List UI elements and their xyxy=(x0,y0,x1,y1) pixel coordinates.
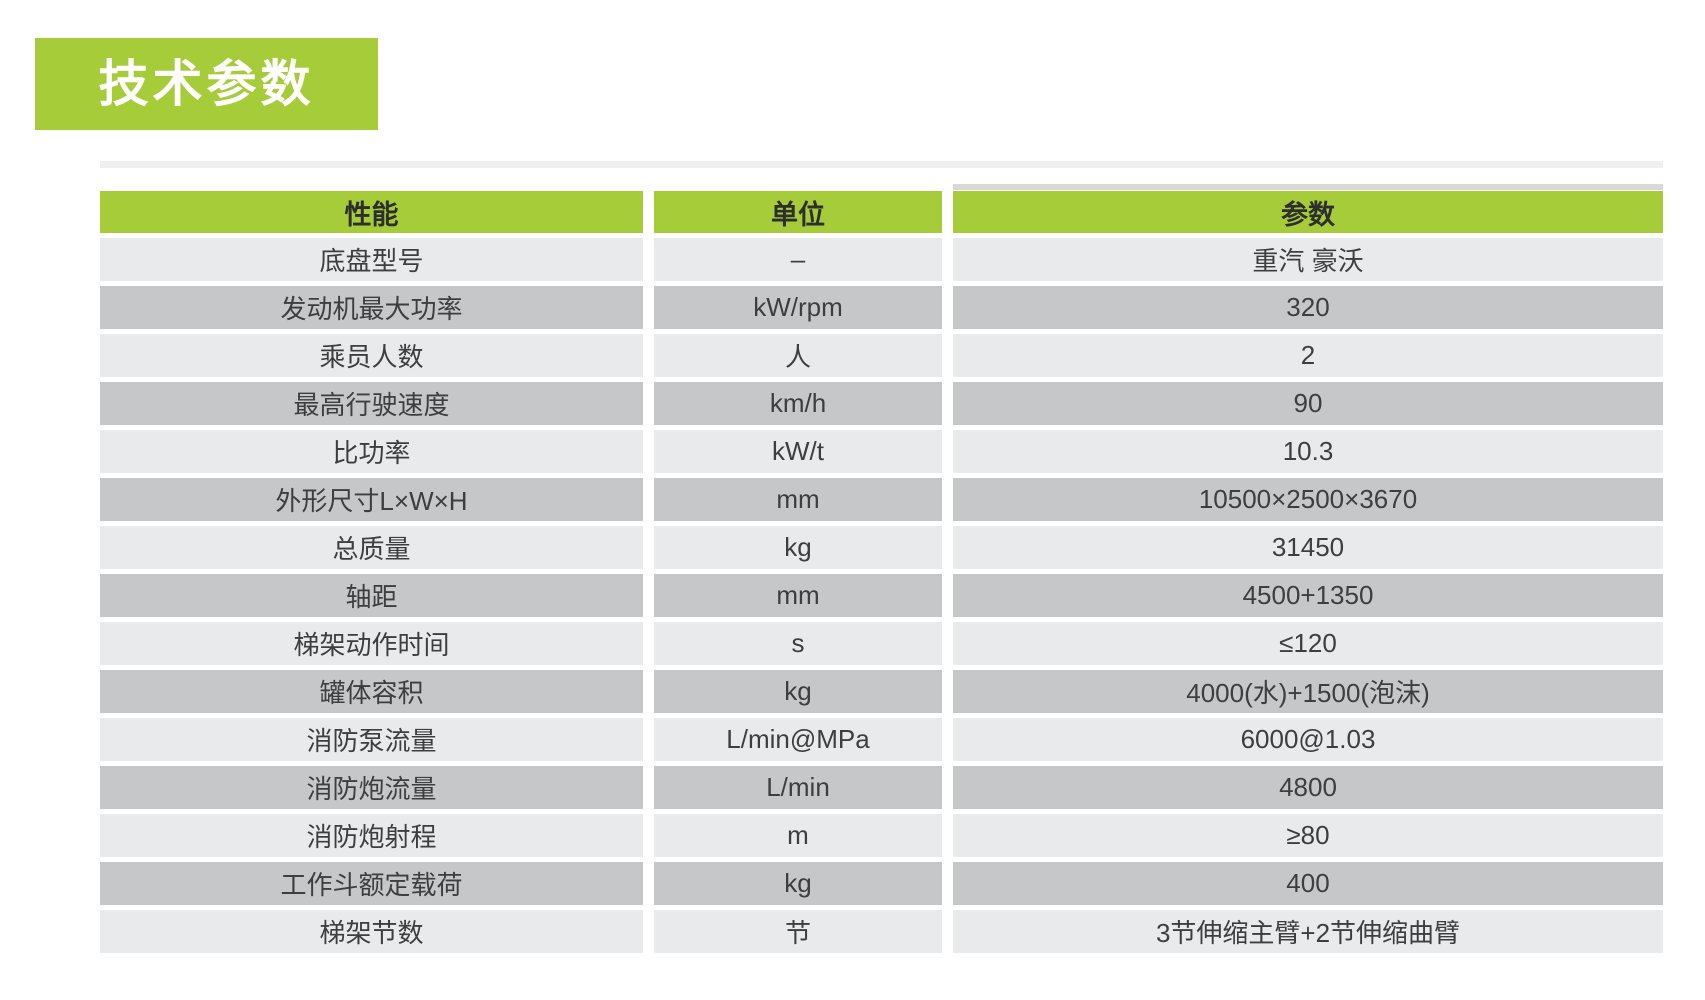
table-cell: kW/rpm xyxy=(654,286,942,329)
table-cell: 10500×2500×3670 xyxy=(953,478,1663,521)
table-cell: 人 xyxy=(654,334,942,377)
table-cell: L/min xyxy=(654,766,942,809)
table-header-parameter: 参数 xyxy=(953,191,1663,233)
table-cell: – xyxy=(654,238,942,281)
table-cell: 底盘型号 xyxy=(100,238,643,281)
table-cell: 比功率 xyxy=(100,430,643,473)
table-cell: 工作斗额定载荷 xyxy=(100,862,643,905)
table-cell: kg xyxy=(654,526,942,569)
table-cell: 最高行驶速度 xyxy=(100,382,643,425)
table-cell: 90 xyxy=(953,382,1663,425)
table-cell: 6000@1.03 xyxy=(953,718,1663,761)
decor-strip-col3 xyxy=(953,184,1663,190)
table-cell: 4800 xyxy=(953,766,1663,809)
section-title: 技术参数 xyxy=(98,56,315,112)
table-cell: 罐体容积 xyxy=(100,670,643,713)
table-cell: ≤120 xyxy=(953,622,1663,665)
spec-table: 性能 单位 参数 底盘型号 – 重汽 豪沃发动机最大功率 kW/rpm 320 乘员人数人… xyxy=(100,191,1663,953)
table-cell: 31450 xyxy=(953,526,1663,569)
table-cell: 发动机最大功率 xyxy=(100,286,643,329)
section-title-badge: 技术参数 xyxy=(35,38,378,130)
table-cell: 总质量 xyxy=(100,526,643,569)
table-cell: 400 xyxy=(953,862,1663,905)
table-cell: kW/t xyxy=(654,430,942,473)
table-cell: 消防泵流量 xyxy=(100,718,643,761)
table-cell: 梯架节数 xyxy=(100,910,643,953)
table-cell: mm xyxy=(654,574,942,617)
table-cell: s xyxy=(654,622,942,665)
table-cell: 消防炮流量 xyxy=(100,766,643,809)
table-cell: km/h xyxy=(654,382,942,425)
table-cell: 轴距 xyxy=(100,574,643,617)
table-cell: 外形尺寸L×W×H xyxy=(100,478,643,521)
table-cell: L/min@MPa xyxy=(654,718,942,761)
table-cell: 节 xyxy=(654,910,942,953)
table-cell: 4000(水)+1500(泡沫) xyxy=(953,670,1663,713)
table-cell: kg xyxy=(654,862,942,905)
table-cell: 消防炮射程 xyxy=(100,814,643,857)
table-cell: 乘员人数 xyxy=(100,334,643,377)
table-cell: kg xyxy=(654,670,942,713)
table-header-unit: 单位 xyxy=(654,191,942,233)
table-cell: 4500+1350 xyxy=(953,574,1663,617)
table-header-performance: 性能 xyxy=(100,191,643,233)
decor-strip-top xyxy=(100,161,1663,168)
table-cell: m xyxy=(654,814,942,857)
table-cell: mm xyxy=(654,478,942,521)
table-cell: 10.3 xyxy=(953,430,1663,473)
table-cell: 梯架动作时间 xyxy=(100,622,643,665)
table-cell: 3节伸缩主臂+2节伸缩曲臂 xyxy=(953,910,1663,953)
table-cell: 重汽 豪沃 xyxy=(953,238,1663,281)
table-cell: 320 xyxy=(953,286,1663,329)
table-cell: ≥80 xyxy=(953,814,1663,857)
table-cell: 2 xyxy=(953,334,1663,377)
